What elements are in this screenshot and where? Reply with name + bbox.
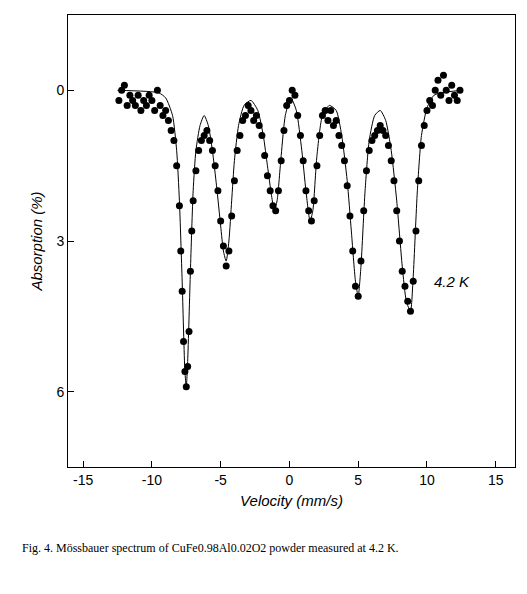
- svg-text:3: 3: [56, 233, 64, 249]
- svg-text:10: 10: [419, 472, 435, 488]
- html-text:Fig. 4. Mössbauer spectrum of: Fig. 4. Mössbauer spectrum of CuFe0.98Al…: [22, 541, 399, 555]
- svg-text:-10: -10: [142, 472, 162, 488]
- svg-text:Absorption (%): Absorption (%): [28, 191, 45, 291]
- svg-text:Velocity (mm/s): Velocity (mm/s): [240, 492, 343, 509]
- svg-text:0: 0: [286, 472, 294, 488]
- svg-text:5: 5: [354, 472, 362, 488]
- svg-text:0: 0: [56, 82, 64, 98]
- svg-text:4.2 K: 4.2 K: [434, 273, 470, 290]
- svg-text:6: 6: [56, 384, 64, 400]
- svg-text:15: 15: [488, 472, 504, 488]
- svg-text:-15: -15: [73, 472, 93, 488]
- svg-text:-5: -5: [214, 472, 227, 488]
